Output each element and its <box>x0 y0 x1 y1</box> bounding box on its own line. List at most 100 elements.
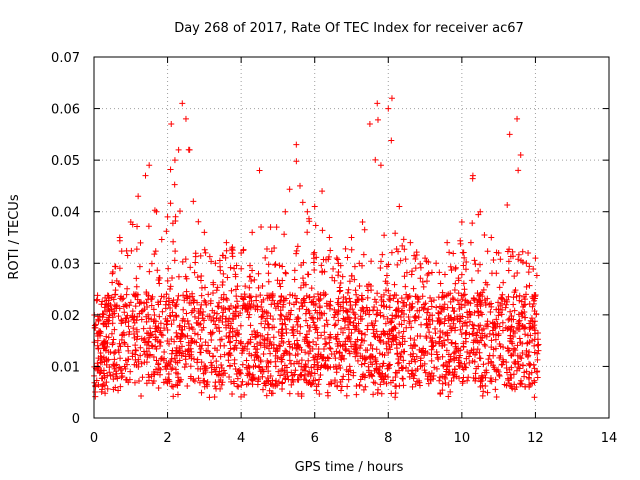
data-point <box>461 302 468 309</box>
data-point <box>247 322 254 329</box>
data-point <box>353 323 360 330</box>
data-point <box>377 381 384 388</box>
data-point <box>249 229 256 236</box>
data-point <box>445 393 452 400</box>
data-point <box>371 296 378 303</box>
data-point <box>369 345 376 352</box>
data-point <box>202 299 209 306</box>
data-point <box>396 367 403 374</box>
grid-lines <box>94 57 609 418</box>
data-point <box>157 298 164 305</box>
x-tick-label: 0 <box>90 431 98 446</box>
data-point <box>344 383 351 390</box>
data-point <box>276 342 283 349</box>
data-point <box>305 357 312 364</box>
data-point <box>362 383 369 390</box>
data-point <box>531 322 538 329</box>
data-point <box>364 326 371 333</box>
data-point <box>222 254 229 261</box>
data-point <box>218 362 225 369</box>
data-point <box>265 368 272 375</box>
data-point <box>501 298 508 305</box>
data-point <box>113 277 120 284</box>
data-point <box>319 269 326 276</box>
data-point <box>299 199 306 206</box>
data-point <box>148 331 155 338</box>
data-point <box>371 367 378 374</box>
data-point <box>526 383 533 390</box>
data-point <box>282 269 289 276</box>
data-point <box>450 374 457 381</box>
data-point <box>239 378 246 385</box>
data-point <box>470 322 477 329</box>
y-tick-label: 0 <box>72 412 80 427</box>
data-point <box>338 356 345 363</box>
data-point <box>397 313 404 320</box>
data-point <box>251 357 258 364</box>
data-point <box>127 299 134 306</box>
data-point <box>245 305 252 312</box>
chart-title: Day 268 of 2017, Rate Of TEC Index for r… <box>174 21 524 36</box>
data-point <box>234 283 241 290</box>
data-point <box>392 394 399 401</box>
data-point <box>161 355 168 362</box>
data-point <box>396 321 403 328</box>
data-point <box>447 353 454 360</box>
data-point <box>226 339 233 346</box>
data-point <box>152 328 159 335</box>
data-point <box>232 286 239 293</box>
data-point <box>398 295 405 302</box>
data-point <box>242 283 249 290</box>
data-point <box>503 359 510 366</box>
data-point <box>169 220 176 227</box>
data-point <box>368 287 375 294</box>
data-point <box>256 167 263 174</box>
data-point <box>123 247 130 254</box>
data-point <box>117 365 124 372</box>
data-point <box>249 376 256 383</box>
data-point <box>303 331 310 338</box>
data-point <box>313 383 320 390</box>
data-point <box>346 295 353 302</box>
data-point <box>370 391 377 398</box>
data-point <box>250 302 257 309</box>
data-point <box>119 332 126 339</box>
data-point <box>461 254 468 261</box>
data-point <box>515 320 522 327</box>
data-point <box>305 307 312 314</box>
data-point <box>255 284 262 291</box>
data-point <box>408 303 415 310</box>
data-point <box>433 348 440 355</box>
data-point <box>475 267 482 274</box>
data-point <box>146 374 153 381</box>
data-point <box>461 291 468 298</box>
data-point <box>350 309 357 316</box>
data-point <box>482 382 489 389</box>
data-point <box>187 373 194 380</box>
data-point <box>94 367 101 374</box>
data-point <box>531 365 538 372</box>
data-point <box>198 389 205 396</box>
data-point <box>430 297 437 304</box>
data-point <box>181 297 188 304</box>
data-point <box>297 323 304 330</box>
data-point <box>437 389 444 396</box>
data-point <box>294 328 301 335</box>
data-point <box>246 294 253 301</box>
data-point <box>423 278 430 285</box>
data-point <box>187 363 194 370</box>
data-point <box>448 339 455 346</box>
data-point <box>305 371 312 378</box>
data-point <box>257 332 264 339</box>
data-point <box>95 381 102 388</box>
data-point <box>447 263 454 270</box>
data-point <box>535 347 542 354</box>
data-point <box>133 317 140 324</box>
data-point <box>161 348 168 355</box>
data-point <box>227 264 234 271</box>
data-point <box>423 320 430 327</box>
data-point <box>143 330 150 337</box>
data-point <box>357 353 364 360</box>
data-point <box>409 300 416 307</box>
data-point <box>124 252 131 259</box>
